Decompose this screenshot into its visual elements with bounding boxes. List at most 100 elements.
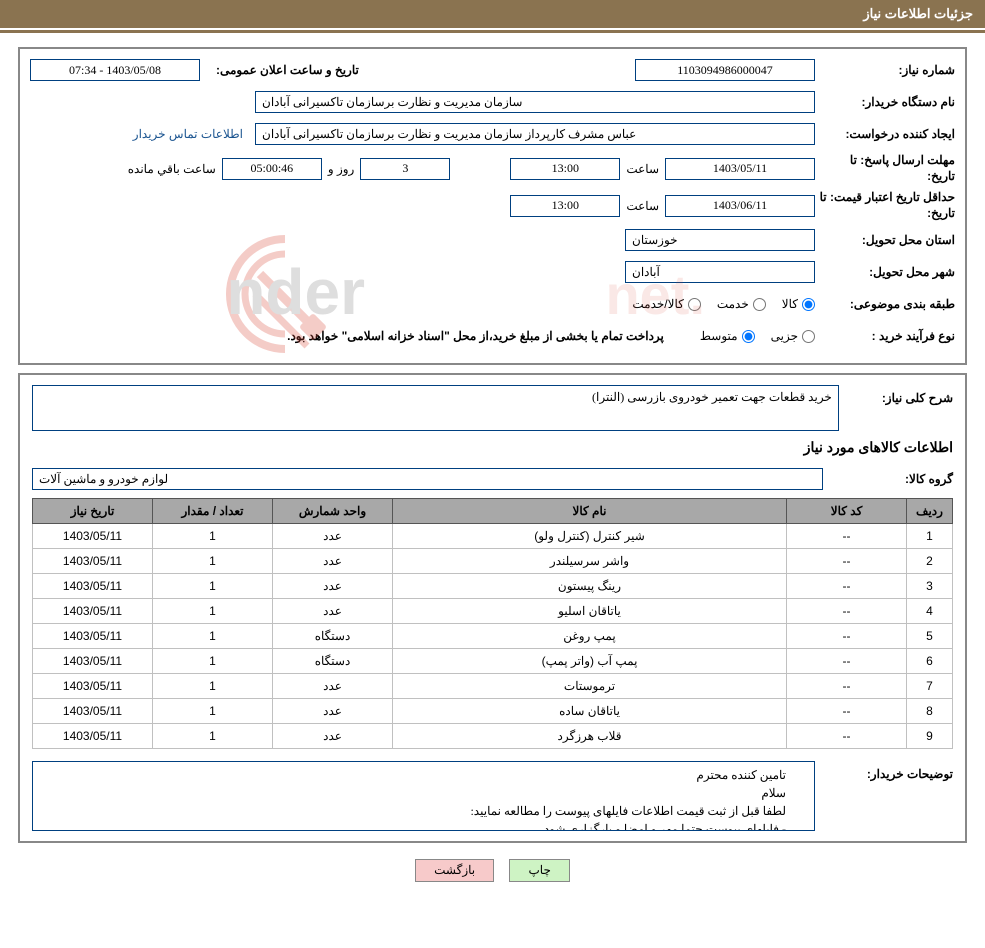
print-button[interactable]: چاپ	[509, 859, 569, 882]
subject-radio-service[interactable]: خدمت	[717, 297, 766, 311]
table-cell: --	[787, 599, 907, 624]
time-label-2: ساعت	[620, 199, 665, 213]
remaining-days: 3	[360, 158, 450, 180]
group-value: لوازم خودرو و ماشین آلات	[32, 468, 823, 490]
subject-class-label: طبقه بندی موضوعی:	[815, 297, 955, 311]
remaining-time: 05:00:46	[222, 158, 322, 180]
table-cell: 1403/05/11	[33, 699, 153, 724]
subject-radio-goods-input[interactable]	[802, 298, 815, 311]
purchase-radio-minor-input[interactable]	[802, 330, 815, 343]
col-header: نام کالا	[393, 499, 787, 524]
buyer-org-label: نام دستگاه خریدار:	[815, 95, 955, 109]
description-panel: شرح کلی نیاز: اطلاعات کالاهای مورد نیاز …	[18, 373, 967, 843]
days-label: روز و	[322, 162, 361, 176]
reply-deadline-date: 1403/05/11	[665, 158, 815, 180]
reply-deadline-label: مهلت ارسال پاسخ: تا تاریخ:	[815, 153, 955, 184]
table-cell: 1403/05/11	[33, 674, 153, 699]
table-cell: دستگاه	[273, 649, 393, 674]
table-cell: --	[787, 649, 907, 674]
table-cell: عدد	[273, 674, 393, 699]
table-cell: قلاب هرزگرد	[393, 724, 787, 749]
table-cell: شیر کنترل (کنترل ولو)	[393, 524, 787, 549]
button-bar: چاپ بازگشت	[0, 853, 985, 894]
page-header: جزئیات اطلاعات نیاز	[0, 0, 985, 28]
page-title: جزئیات اطلاعات نیاز	[863, 6, 973, 22]
purchase-opt1-label: جزیی	[771, 329, 798, 343]
table-cell: عدد	[273, 724, 393, 749]
subject-radio-both-input[interactable]	[688, 298, 701, 311]
buyer-contact-link[interactable]: اطلاعات تماس خریدار	[133, 127, 243, 141]
table-cell: یاتاقان ساده	[393, 699, 787, 724]
subject-opt2-label: خدمت	[717, 297, 749, 311]
col-header: کد کالا	[787, 499, 907, 524]
table-cell: 1	[153, 574, 273, 599]
announce-value: 1403/05/08 - 07:34	[30, 59, 200, 81]
back-button[interactable]: بازگشت	[415, 859, 494, 882]
items-section-title: اطلاعات کالاهای مورد نیاز	[32, 439, 953, 456]
announce-label: تاریخ و ساعت اعلان عمومی:	[212, 63, 359, 77]
price-validity-time: 13:00	[510, 195, 620, 217]
table-cell: --	[787, 624, 907, 649]
table-cell: 1	[153, 524, 273, 549]
purchase-radio-medium[interactable]: متوسط	[700, 329, 755, 343]
buyer-notes-label: توضیحات خریدار:	[823, 761, 953, 781]
table-cell: ترموستات	[393, 674, 787, 699]
table-cell: 1	[153, 674, 273, 699]
table-cell: عدد	[273, 699, 393, 724]
table-cell: دستگاه	[273, 624, 393, 649]
purchase-radio-group: جزیی متوسط	[700, 329, 815, 343]
subject-radio-group: کالا خدمت کالا/خدمت	[632, 297, 815, 311]
table-row: 1--شیر کنترل (کنترل ولو)عدد11403/05/11	[33, 524, 953, 549]
purchase-type-label: نوع فرآیند خرید :	[815, 329, 955, 343]
col-header: تعداد / مقدار	[153, 499, 273, 524]
requester-label: ایجاد کننده درخواست:	[815, 127, 955, 141]
general-desc-text	[32, 385, 839, 431]
table-cell: 1	[153, 649, 273, 674]
table-cell: 1	[153, 699, 273, 724]
table-cell: 1	[153, 624, 273, 649]
table-cell: 3	[907, 574, 953, 599]
table-cell: عدد	[273, 599, 393, 624]
table-cell: 1403/05/11	[33, 624, 153, 649]
table-cell: 1403/05/11	[33, 524, 153, 549]
time-label-1: ساعت	[620, 162, 665, 176]
general-desc-label: شرح کلی نیاز:	[839, 385, 953, 405]
buyer-org-value: سازمان مدیریت و نظارت برسازمان تاکسیرانی…	[255, 91, 815, 113]
table-cell: 6	[907, 649, 953, 674]
subject-radio-both[interactable]: کالا/خدمت	[632, 297, 700, 311]
payment-note: پرداخت تمام یا بخشی از مبلغ خرید،از محل …	[281, 329, 670, 343]
need-number-value: 1103094986000047	[635, 59, 815, 81]
table-cell: 1	[153, 599, 273, 624]
table-cell: رینگ پیستون	[393, 574, 787, 599]
table-cell: 1403/05/11	[33, 724, 153, 749]
price-validity-label: حداقل تاریخ اعتبار قیمت: تا تاریخ:	[815, 190, 955, 221]
table-cell: 7	[907, 674, 953, 699]
table-cell: عدد	[273, 574, 393, 599]
table-cell: --	[787, 524, 907, 549]
purchase-radio-minor[interactable]: جزیی	[771, 329, 815, 343]
header-underline	[0, 30, 985, 33]
table-cell: عدد	[273, 524, 393, 549]
table-cell: 9	[907, 724, 953, 749]
table-row: 9--قلاب هرزگردعدد11403/05/11	[33, 724, 953, 749]
table-row: 5--پمپ روغندستگاه11403/05/11	[33, 624, 953, 649]
table-cell: عدد	[273, 549, 393, 574]
buyer-notes-text[interactable]: تامین کننده محترمسلاملطفا قبل از ثبت قیم…	[32, 761, 815, 831]
remaining-label: ساعت باقي مانده	[122, 162, 222, 176]
items-table: ردیفکد کالانام کالاواحد شمارشتعداد / مقد…	[32, 498, 953, 749]
need-number-label: شماره نیاز:	[815, 63, 955, 77]
table-cell: --	[787, 674, 907, 699]
table-cell: یاتاقان اسلیو	[393, 599, 787, 624]
price-validity-date: 1403/06/11	[665, 195, 815, 217]
requester-value: عباس مشرف کارپرداز سازمان مدیریت و نظارت…	[255, 123, 815, 145]
subject-radio-goods[interactable]: کالا	[782, 297, 815, 311]
col-header: واحد شمارش	[273, 499, 393, 524]
table-cell: --	[787, 574, 907, 599]
table-cell: پمپ روغن	[393, 624, 787, 649]
subject-radio-service-input[interactable]	[753, 298, 766, 311]
table-cell: واشر سرسیلندر	[393, 549, 787, 574]
table-cell: 2	[907, 549, 953, 574]
table-row: 6--پمپ آب (واتر پمپ)دستگاه11403/05/11	[33, 649, 953, 674]
purchase-radio-medium-input[interactable]	[742, 330, 755, 343]
table-cell: 1	[153, 724, 273, 749]
